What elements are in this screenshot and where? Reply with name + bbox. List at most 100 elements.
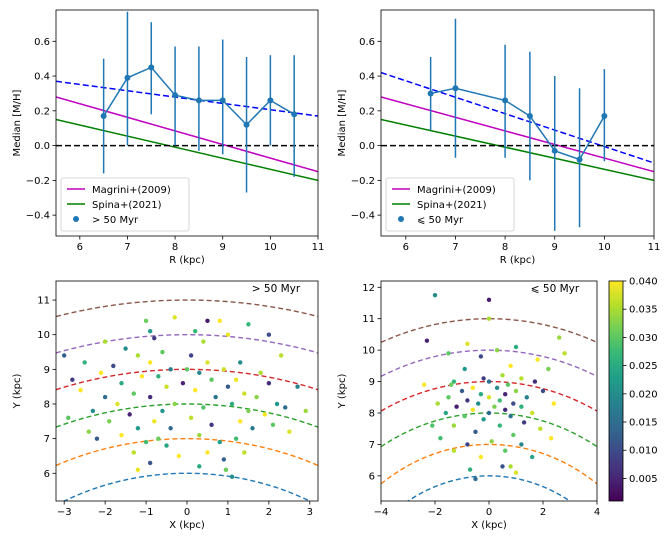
- scatter-point: [201, 405, 206, 410]
- scatter-point: [519, 404, 524, 409]
- median-point: [291, 111, 298, 118]
- radius-arc: [56, 334, 318, 354]
- y-axis-label: Y (kpc): [337, 374, 348, 410]
- radius-arc: [381, 412, 597, 448]
- scatter-point: [508, 363, 513, 369]
- scatter-point: [462, 413, 467, 419]
- colorbar: 0.005 0.010 0.015 0.020 0.025 0.030 0.035 0.040: [608, 277, 658, 502]
- x-tick-label: 10: [264, 242, 277, 253]
- legend-entry: Magrini+(2009): [92, 185, 171, 196]
- scatter-point: [519, 442, 524, 447]
- scatter-point: [438, 435, 443, 441]
- scatter-point: [229, 401, 235, 407]
- radius-arc: [62, 472, 312, 501]
- scatter-point: [476, 401, 481, 406]
- scatter-point: [192, 329, 198, 334]
- scatter-point: [266, 332, 272, 337]
- plot-area: [56, 11, 318, 193]
- scatter-point: [511, 401, 516, 406]
- colorbar-tick-label: 0.025: [629, 361, 658, 372]
- scatter-point: [102, 394, 108, 400]
- scatter-point: [500, 464, 505, 469]
- scatter-point: [188, 415, 194, 421]
- colorbar-tick-label: 0.035: [629, 305, 658, 316]
- y-axis-label: Median [M/H]: [12, 89, 23, 156]
- scatter-point: [160, 408, 165, 414]
- scatter-point: [209, 377, 214, 382]
- scatter-point: [459, 388, 465, 394]
- fit-dashed-line: [56, 80, 318, 117]
- panel-bottom_right: ⩽ 50 Myr −4 −2 0 2 4 6 7 8 9 10 11 12 X (kpc) Y (kpc) 0…: [337, 277, 658, 532]
- scatter-point: [61, 353, 67, 358]
- scatter-point: [147, 360, 153, 365]
- scatter-point: [119, 432, 124, 438]
- scatter-point: [538, 426, 543, 431]
- plot-area: [56, 299, 318, 501]
- scatter-point: [462, 366, 467, 372]
- x-tick-label: 3: [307, 507, 313, 518]
- scatter-point: [505, 382, 511, 387]
- legend-box: [385, 177, 515, 232]
- y-tick-label: 7: [44, 434, 50, 445]
- x-tick-label: 8: [172, 242, 178, 253]
- legend-entry: Spina+(2021): [92, 200, 162, 211]
- axes-frame: [55, 9, 319, 237]
- scatter-point: [147, 329, 153, 334]
- scatter-point: [135, 426, 141, 431]
- scatter-point: [432, 292, 438, 298]
- scatter-point: [422, 382, 427, 387]
- scatter-point: [254, 394, 259, 400]
- x-axis-label: R (kpc): [500, 255, 536, 266]
- scatter-point: [551, 401, 556, 406]
- scatter-point: [246, 322, 251, 327]
- scatter-point: [424, 338, 430, 343]
- x-tick-label: 7: [452, 242, 458, 253]
- median-point: [576, 156, 583, 163]
- scatter-point: [430, 423, 435, 428]
- scatter-point: [98, 370, 104, 376]
- scatter-point: [246, 408, 251, 414]
- scatter-point: [164, 384, 169, 389]
- scatter-point: [168, 367, 173, 372]
- scatter-point: [160, 349, 165, 355]
- y-tick-label: 7: [369, 440, 375, 451]
- median-point: [100, 113, 107, 120]
- scatter-point: [489, 439, 494, 444]
- y-tick-label: 0.2: [359, 106, 375, 117]
- y-tick-label: −0.2: [351, 176, 375, 187]
- scatter-point: [465, 341, 470, 347]
- magrini-line: [56, 96, 318, 173]
- panel-bottom_left: > 50 Myr −3 −2 −1 0 1 2 3 6 7 8 9 10 11 X (kpc) Y (kpc): [12, 280, 319, 531]
- colorbar-tick-label: 0.015: [629, 418, 658, 429]
- scatter-point: [107, 419, 112, 424]
- scatter-point: [465, 398, 470, 403]
- x-tick-label: −4: [374, 507, 389, 518]
- x-tick-label: 1: [225, 507, 231, 518]
- median-point: [601, 113, 608, 120]
- scatter-point: [184, 367, 190, 372]
- scatter-point: [508, 464, 513, 469]
- scatter-point: [229, 474, 235, 479]
- x-tick-label: 7: [124, 242, 130, 253]
- scatter-point: [164, 443, 169, 448]
- fit-dashed-line: [381, 71, 654, 164]
- plot-area: [381, 18, 654, 231]
- scatter-point: [258, 370, 263, 376]
- scatter-point: [225, 332, 231, 337]
- y-tick-label: 6: [44, 469, 50, 480]
- scatter-point: [451, 423, 457, 428]
- scatter-point: [217, 318, 222, 324]
- scatter-point: [278, 353, 284, 358]
- scatter-point: [143, 439, 149, 445]
- colorbar-tick-label: 0.030: [629, 333, 658, 344]
- scatter-point: [465, 442, 470, 447]
- y-tick-label: 0.4: [359, 72, 375, 83]
- scatter-point: [503, 407, 508, 413]
- x-tick-label: 9: [220, 242, 226, 253]
- scatter-point: [492, 404, 497, 409]
- scatter-point: [486, 410, 492, 416]
- scatter-point: [188, 353, 194, 358]
- scatter-point: [262, 412, 267, 417]
- scatter-point: [192, 387, 198, 393]
- spina-line: [56, 118, 318, 182]
